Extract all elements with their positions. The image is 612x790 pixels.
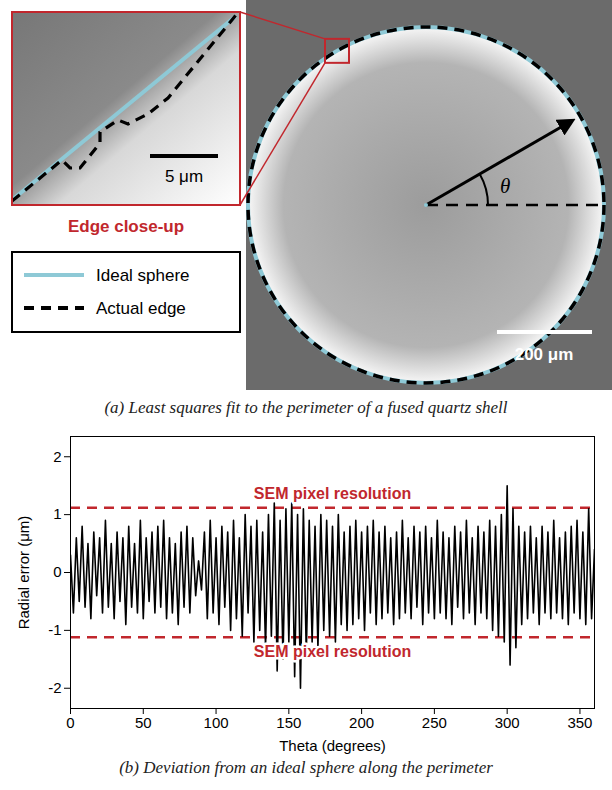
html-text:(b) Deviation from an ideal sp: (b) Deviation from an ideal sphere along… <box>119 758 493 777</box>
svg-text:θ: θ <box>500 174 510 198</box>
svg-text:-2: -2 <box>48 679 61 696</box>
svg-text:200: 200 <box>349 714 374 731</box>
svg-text:150: 150 <box>276 714 301 731</box>
svg-text:300: 300 <box>495 714 520 731</box>
svg-text:Radial error (μm): Radial error (μm) <box>15 516 32 630</box>
svg-text:SEM pixel resolution: SEM pixel resolution <box>254 643 411 660</box>
svg-text:Edge close-up: Edge close-up <box>68 217 184 236</box>
svg-text:SEM pixel resolution: SEM pixel resolution <box>254 485 411 502</box>
svg-text:-1: -1 <box>48 621 61 638</box>
svg-text:1: 1 <box>53 505 61 522</box>
svg-text:(a) Least squares fit to the p: (a) Least squares fit to the perimeter o… <box>104 398 507 417</box>
svg-text:100: 100 <box>204 714 229 731</box>
svg-text:2: 2 <box>53 448 61 465</box>
svg-text:200 μm: 200 μm <box>515 345 574 364</box>
svg-text:0: 0 <box>53 563 61 580</box>
svg-text:Actual edge: Actual edge <box>96 299 186 318</box>
svg-text:50: 50 <box>135 714 152 731</box>
svg-text:5 μm: 5 μm <box>165 167 203 186</box>
svg-text:0: 0 <box>66 714 74 731</box>
svg-text:250: 250 <box>422 714 447 731</box>
svg-text:Theta (degrees): Theta (degrees) <box>279 737 386 754</box>
svg-text:350: 350 <box>567 714 592 731</box>
svg-text:Ideal sphere: Ideal sphere <box>96 266 190 285</box>
